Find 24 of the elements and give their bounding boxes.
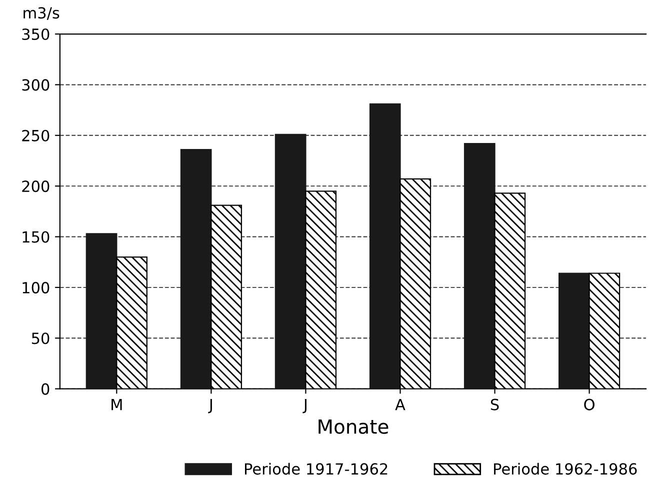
- y-tick-label: 0: [42, 383, 50, 395]
- y-axis-title: m3/s: [24, 7, 60, 20]
- bar: [369, 103, 401, 389]
- x-tick-label: J: [302, 398, 306, 414]
- bar: [86, 233, 118, 389]
- y-tick-label: 300: [22, 79, 50, 91]
- x-tick-label: J: [208, 398, 212, 414]
- legend-label: Periode 1962-1986: [494, 462, 637, 475]
- x-tick-label: O: [584, 398, 594, 410]
- y-tick-label: 50: [32, 332, 50, 344]
- x-tick-label: S: [490, 398, 499, 410]
- bar: [274, 134, 306, 389]
- x-tick-label: A: [395, 398, 406, 410]
- y-tick-label: 150: [22, 231, 50, 243]
- legend-label: Periode 1917-1962: [245, 462, 388, 475]
- bar: [464, 142, 496, 389]
- y-tick-label: 350: [22, 28, 50, 40]
- y-tick-label: 100: [22, 282, 50, 294]
- bar: [180, 149, 212, 389]
- bar: [558, 272, 590, 389]
- y-tick-label: 250: [22, 130, 50, 142]
- x-tick-label: M: [112, 398, 122, 410]
- x-axis-title: Monate: [318, 419, 388, 434]
- y-tick-label: 200: [22, 180, 50, 192]
